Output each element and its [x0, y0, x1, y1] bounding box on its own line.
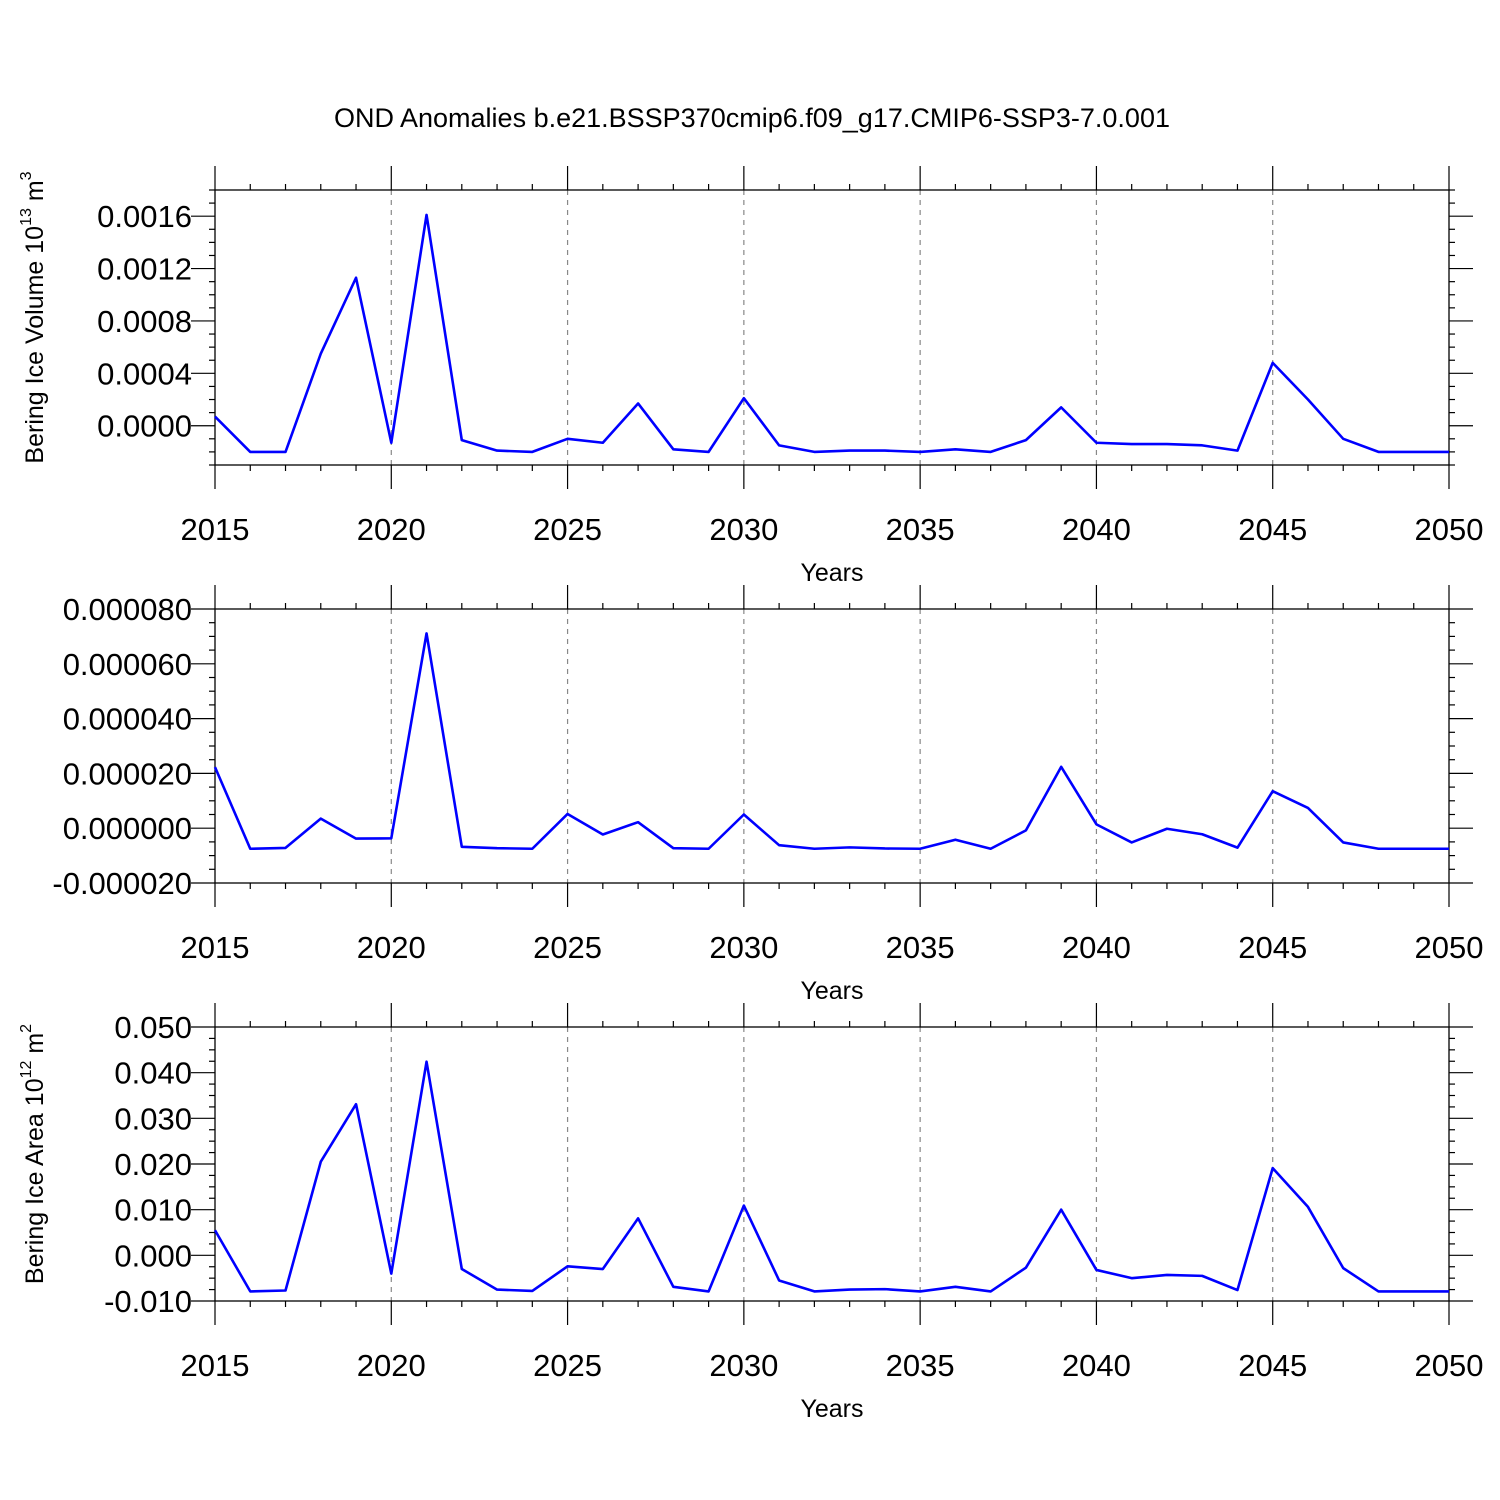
- y-tick-label: 0.0000: [97, 409, 192, 444]
- y-axis-label: Bering Ice Area 1012 m2: [18, 1024, 49, 1284]
- y-tick-label: 0.000080: [63, 592, 192, 627]
- x-tick-label: 2035: [886, 930, 955, 965]
- panels: 2015 2020 2025 2030 2035 2040 2045 2050 0.0000 0.…: [18, 166, 1483, 1423]
- y-tick-label: 0.000000: [63, 811, 192, 846]
- series-line: [213, 632, 1449, 851]
- x-tick-label: 2025: [533, 930, 602, 965]
- x-tick-label: 2045: [1238, 1348, 1307, 1383]
- y-tick-label: 0.010: [114, 1193, 192, 1228]
- y-tick-label: 0.000: [114, 1238, 192, 1273]
- plot-frame: [214, 608, 1450, 884]
- x-tick-label: 2035: [886, 1348, 955, 1383]
- y-tick-label: 0.0012: [97, 252, 192, 287]
- panel-3: 2015 2020 2025 2030 2035 2040 2045 2050 -0.010 0.…: [18, 1003, 1483, 1423]
- x-tick-label: 2050: [1415, 512, 1484, 547]
- x-tick-label: 2040: [1062, 930, 1131, 965]
- x-tick-label: 2015: [181, 512, 250, 547]
- y-tick-label: 0.020: [114, 1147, 192, 1182]
- series-line: [213, 1060, 1449, 1293]
- x-tick-label: 2040: [1062, 1348, 1131, 1383]
- x-tick-label: 2045: [1238, 930, 1307, 965]
- y-tick-label: 0.000040: [63, 702, 192, 737]
- x-tick-label: 2030: [709, 930, 778, 965]
- y-tick-label: 0.0008: [97, 304, 192, 339]
- x-tick-label: 2020: [357, 930, 426, 965]
- y-tick-label: 0.0016: [97, 199, 192, 234]
- figure-title: OND Anomalies b.e21.BSSP370cmip6.f09_g17…: [334, 103, 1170, 133]
- x-tick-label: 2050: [1415, 1348, 1484, 1383]
- y-tick-label: 0.0004: [97, 356, 192, 391]
- panel-2: 2015 2020 2025 2030 2035 2040 2045 2050 -0.00002…: [52, 585, 1483, 1005]
- y-tick-label: 0.030: [114, 1101, 192, 1136]
- x-tick-label: 2030: [709, 512, 778, 547]
- y-tick-label: -0.010: [104, 1284, 192, 1319]
- x-axis-label: Years: [800, 1395, 863, 1423]
- x-tick-label: 2050: [1415, 930, 1484, 965]
- x-axis-label: Years: [800, 559, 863, 587]
- x-axis-label: Years: [800, 977, 863, 1005]
- y-tick-label: 0.050: [114, 1010, 192, 1045]
- x-tick-label: 2025: [533, 512, 602, 547]
- plot-frame: [214, 1026, 1450, 1302]
- series-line: [214, 213, 1449, 454]
- x-tick-label: 2035: [886, 512, 955, 547]
- x-tick-label: 2025: [533, 1348, 602, 1383]
- x-tick-label: 2045: [1238, 512, 1307, 547]
- y-tick-label: 0.000020: [63, 756, 192, 791]
- y-tick-label: -0.000020: [52, 866, 192, 901]
- plot-frame: [214, 189, 1450, 466]
- y-axis-label: Bering Ice Volume 1013 m3: [18, 171, 49, 463]
- x-tick-label: 2015: [181, 1348, 250, 1383]
- y-tick-label: 0.040: [114, 1056, 192, 1091]
- y-tick-label: 0.000060: [63, 647, 192, 682]
- x-tick-label: 2030: [709, 1348, 778, 1383]
- panel-1: 2015 2020 2025 2030 2035 2040 2045 2050 0.0000 0.…: [18, 166, 1483, 587]
- x-tick-label: 2040: [1062, 512, 1131, 547]
- x-tick-label: 2015: [181, 930, 250, 965]
- x-tick-label: 2020: [357, 1348, 426, 1383]
- x-tick-label: 2020: [357, 512, 426, 547]
